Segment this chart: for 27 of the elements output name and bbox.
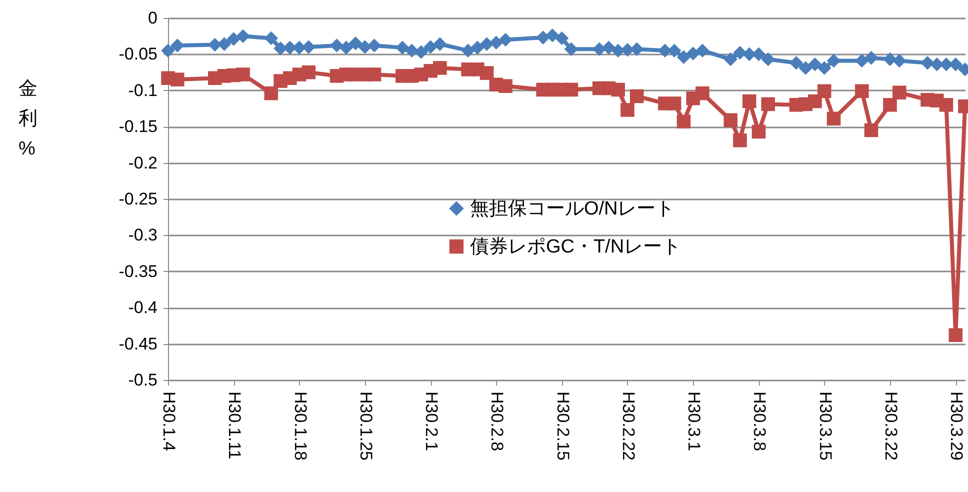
y-tick-label: -0.1 bbox=[128, 80, 158, 100]
x-tick-label: H30.1.11 bbox=[225, 392, 244, 460]
x-tick-label: H30.1.25 bbox=[356, 392, 376, 460]
x-tick-label: H30.3.1 bbox=[684, 392, 704, 452]
x-tick-label: H30.2.1 bbox=[422, 392, 442, 452]
x-tick-label: H30.2.22 bbox=[618, 392, 638, 460]
x-tick-label: H30.3.15 bbox=[816, 392, 835, 460]
y-tick-label: -0.35 bbox=[118, 262, 158, 281]
x-tick-label: H30.3.22 bbox=[881, 392, 900, 460]
x-tick-label: H30.3.29 bbox=[947, 392, 966, 460]
x-tick-label: H30.1.4 bbox=[160, 392, 178, 452]
y-tick-label: -0.15 bbox=[118, 117, 158, 136]
y-tick-label: -0.25 bbox=[118, 190, 158, 208]
y-tick-label: -0.45 bbox=[118, 334, 158, 354]
x-tick-label: H30.3.8 bbox=[750, 392, 770, 452]
x-tick-label: H30.2.8 bbox=[488, 392, 507, 452]
y-tick-label: -0.2 bbox=[128, 153, 158, 172]
y-tick-label: -0.05 bbox=[118, 44, 158, 64]
legend-label: 債券レポGC・T/Nレート bbox=[470, 236, 682, 258]
x-tick-label: H30.2.15 bbox=[553, 392, 572, 460]
x-tick-label: H30.1.18 bbox=[290, 392, 310, 460]
y-tick-label: -0.3 bbox=[128, 226, 158, 245]
legend-label: 無担保コールO/Nレート bbox=[470, 198, 675, 220]
y-tick-label: 0 bbox=[148, 8, 158, 28]
y-tick-label: -0.5 bbox=[128, 370, 158, 390]
y-tick-label: -0.4 bbox=[128, 298, 158, 318]
y-axis-title: 金利% bbox=[18, 78, 38, 160]
